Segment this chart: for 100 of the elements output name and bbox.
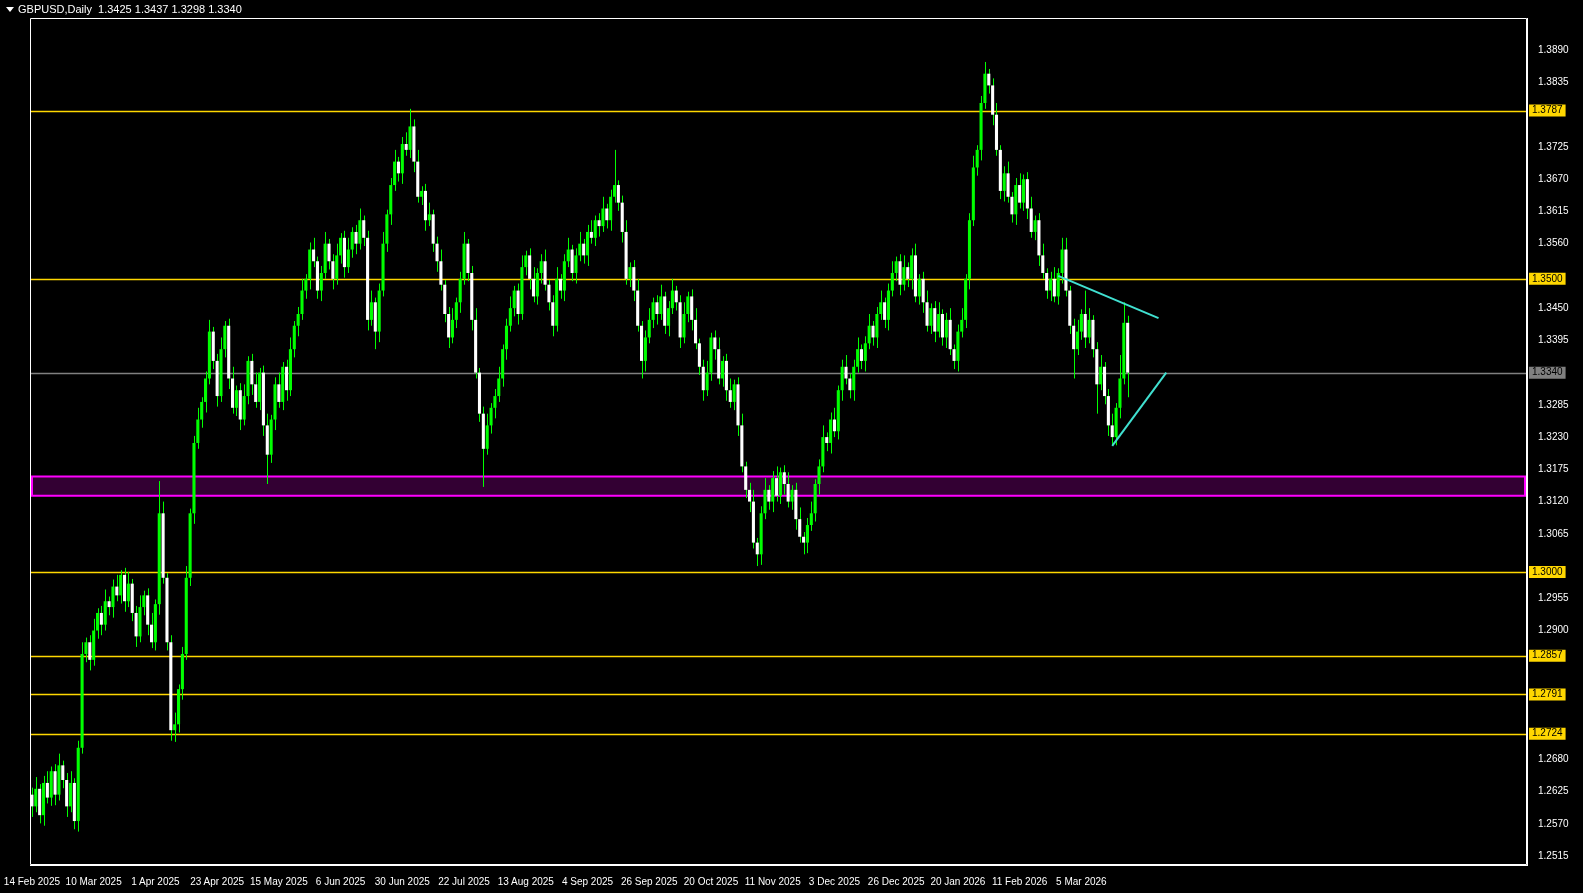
x-tick-label: 1 Apr 2025: [131, 875, 181, 887]
x-tick-label: 6 Jun 2025: [315, 875, 366, 887]
candlestick: [1029, 196, 1033, 239]
candlestick: [1060, 237, 1064, 285]
x-tick-label: 10 Mar 2025: [65, 875, 123, 887]
candlestick: [512, 285, 516, 317]
x-tick-label: 5 Mar 2026: [1056, 875, 1108, 887]
ref-line-label: 1.2857: [1532, 649, 1564, 661]
candlestick: [655, 294, 659, 326]
candlestick: [450, 307, 455, 344]
candlestick: [809, 501, 813, 532]
candlestick: [126, 571, 130, 608]
candlestick: [875, 306, 879, 349]
candlestick: [894, 256, 898, 282]
candlestick: [593, 215, 597, 247]
candlestick: [775, 465, 779, 503]
candlestick: [292, 320, 296, 358]
candlestick: [721, 355, 725, 388]
x-tick-label: 26 Sep 2025: [620, 875, 679, 887]
candlestick: [944, 312, 948, 349]
ref-line-label: 1.3000: [1532, 565, 1564, 577]
y-tick-label: 1.3285: [1538, 398, 1570, 410]
y-tick-label: 1.3175: [1538, 463, 1570, 475]
candlestick: [1052, 266, 1056, 303]
x-tick-label: 11 Nov 2025: [744, 875, 802, 887]
candlestick: [778, 467, 782, 505]
candlestick: [508, 295, 512, 333]
candlestick: [659, 284, 663, 321]
candlestick: [643, 329, 647, 372]
candlestick: [319, 265, 323, 302]
y-tick-label: 1.3230: [1538, 430, 1570, 442]
y-tick-label: 1.3835: [1538, 76, 1570, 88]
candlestick: [539, 253, 543, 285]
y-tick-label: 1.3890: [1538, 43, 1570, 55]
ref-line-label: 1.2724: [1532, 727, 1564, 739]
candlestick: [358, 208, 362, 251]
x-tick-label: 30 Jun 2025: [374, 875, 431, 887]
candlestick: [346, 237, 350, 274]
x-tick-label: 14 Feb 2025: [3, 875, 61, 887]
candlestick: [805, 517, 809, 554]
candlestick: [898, 253, 902, 296]
candlestick: [651, 297, 655, 329]
y-tick-label: 1.3120: [1538, 495, 1570, 507]
candlestick: [574, 247, 578, 285]
candlestick: [1002, 165, 1006, 202]
ref-line-label: 1.3787: [1532, 104, 1564, 116]
y-tick-label: 1.3670: [1538, 172, 1570, 184]
y-tick-label: 1.2955: [1538, 592, 1570, 604]
candlestick: [535, 267, 539, 306]
candlestick: [408, 108, 412, 159]
candlestick: [454, 297, 458, 329]
candlestick: [601, 196, 605, 233]
candlestick: [917, 273, 921, 306]
candlestick: [1033, 215, 1037, 241]
x-tick-label: 20 Jan 2026: [930, 875, 986, 887]
x-tick-label: 23 Apr 2025: [190, 875, 245, 887]
candlestick: [790, 484, 794, 511]
candlestick: [88, 634, 92, 671]
candlestick: [68, 770, 73, 813]
candlestick: [1083, 290, 1087, 349]
candlestick: [570, 244, 574, 282]
x-tick-label: 11 Feb 2026: [991, 875, 1048, 887]
y-tick-label: 1.2900: [1538, 624, 1570, 636]
x-tick-label: 3 Dec 2025: [808, 875, 861, 887]
x-tick-label: 20 Oct 2025: [683, 875, 739, 887]
candlestick: [829, 411, 833, 455]
x-tick-label: 13 Aug 2025: [497, 875, 555, 887]
candlestick: [103, 589, 107, 632]
y-tick-label: 1.2680: [1538, 753, 1570, 765]
candlestick: [34, 776, 38, 813]
y-tick-label: 1.3615: [1538, 205, 1570, 217]
y-tick-label: 1.3395: [1538, 334, 1570, 346]
candlestick: [782, 464, 786, 496]
candlestick: [234, 385, 238, 417]
chart-title: GBPUSD,Daily 1.3425 1.3437 1.3298 1.3340: [18, 3, 242, 15]
y-tick-label: 1.2570: [1538, 817, 1570, 829]
candlestick: [485, 413, 489, 456]
candlestick: [111, 579, 115, 619]
candlestick: [628, 261, 632, 288]
candlestick: [786, 471, 790, 508]
candlestick: [350, 226, 354, 259]
candlestick: [867, 313, 871, 350]
candlestick: [1048, 271, 1053, 302]
y-tick-label: 1.3065: [1538, 527, 1570, 539]
candlestick: [585, 224, 590, 267]
candlestick: [134, 605, 138, 648]
candlestick: [859, 343, 863, 370]
ref-line-label: 1.3340: [1532, 366, 1564, 378]
candlestick: [933, 300, 937, 343]
candlestick: [99, 605, 103, 636]
candlestick: [1021, 174, 1026, 212]
x-tick-label: 22 Jul 2025: [438, 875, 491, 887]
candlestick: [929, 302, 933, 335]
y-tick-label: 1.2515: [1538, 849, 1570, 861]
candlestick: [566, 237, 570, 268]
ref-line-label: 1.2791: [1532, 688, 1564, 700]
candlestick: [975, 144, 979, 177]
candlestick: [609, 189, 613, 232]
candlestick: [369, 290, 373, 327]
candlestick: [597, 212, 601, 238]
